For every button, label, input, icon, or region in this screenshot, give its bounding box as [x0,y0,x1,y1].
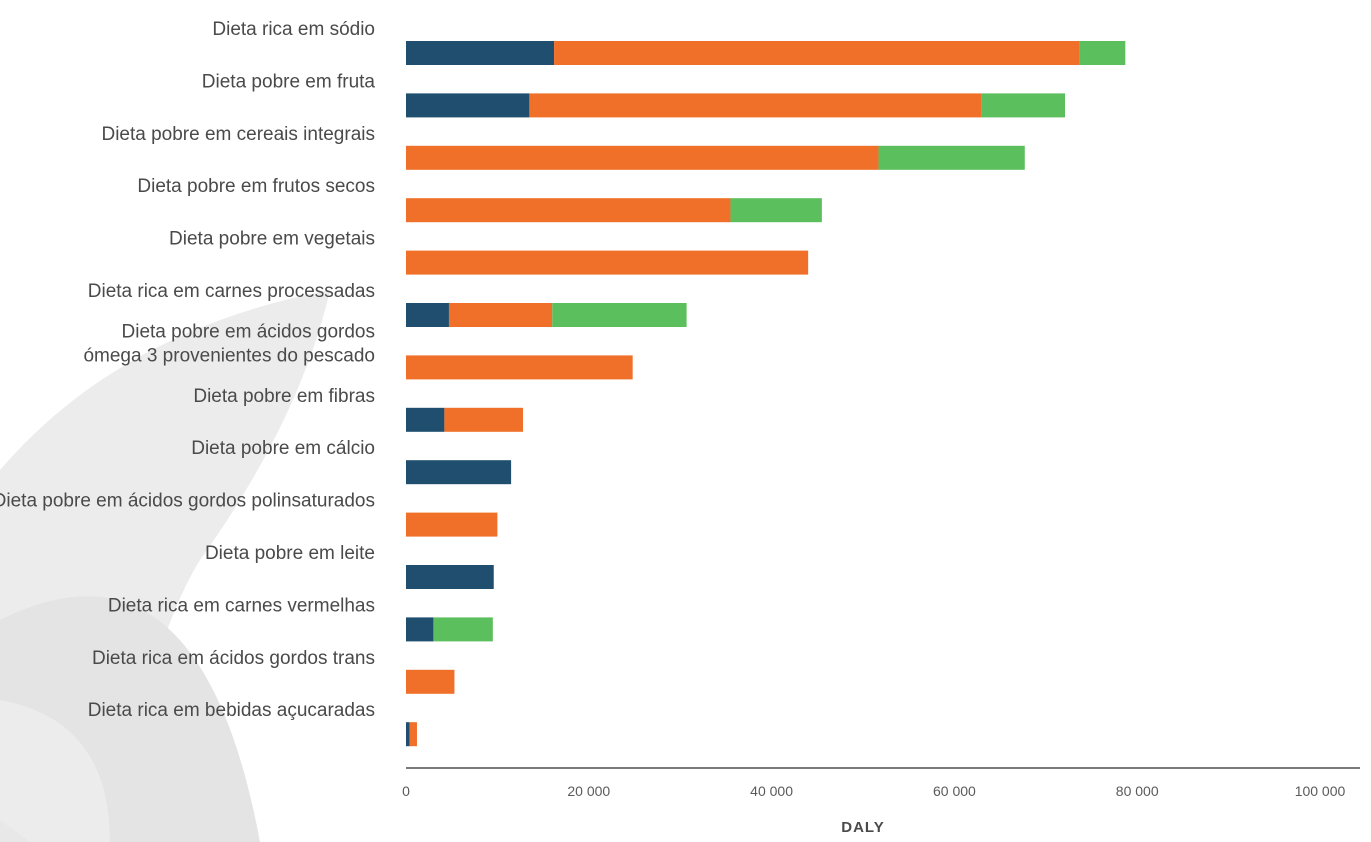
category-label: Dieta rica em bebidas açucaradas [88,700,375,721]
category-label: Dieta pobre em fibras [193,386,375,407]
category-label: Dieta pobre em vegetais [169,229,375,250]
x-tick-label: 0 [402,783,410,799]
bar-segment-series-3 [730,198,822,223]
category-label: Dieta rica em sódio [212,19,375,40]
bar-segment-series-1 [406,722,410,747]
bar-segment-series-1 [406,407,445,432]
bar-segment-series-1 [406,93,530,118]
category-labels: Dieta rica em sódio Dieta pobre em fruta D… [0,19,375,721]
category-label: Dieta pobre em ácidos gordos polinsatura… [0,491,375,512]
category-label: Dieta pobre em leite [205,543,375,564]
bar-segment-series-1 [406,303,449,327]
bar-segment-series-2 [529,93,982,118]
bars [406,41,1126,747]
background-leaf-watermark [0,290,330,842]
x-axis-title: DALY [841,819,884,836]
x-axis: 0 20 000 40 000 60 000 80 000 100 000 [402,767,1360,799]
bar-segment-series-2 [444,407,523,432]
bar-segment-series-2 [448,303,553,327]
bar-segment-series-2 [409,722,417,747]
x-tick-label: 100 000 [1295,783,1346,799]
bar-segment-series-1 [406,617,434,642]
category-label: Dieta pobre em ácidos gordos [122,321,375,342]
bar-segment-series-1 [406,565,494,589]
bar-segment-series-3 [878,145,1025,170]
x-tick-label: 20 000 [567,783,610,799]
bar-segment-series-2 [406,145,879,170]
category-label: Dieta rica em carnes processadas [88,281,375,302]
bar-segment-series-1 [406,460,512,485]
category-label: Dieta rica em carnes vermelhas [108,595,375,616]
category-label: Dieta pobre em cálcio [191,438,375,459]
category-label: Dieta rica em ácidos gordos trans [92,648,375,669]
bar-segment-series-2 [554,41,1080,65]
category-label: Dieta pobre em frutos secos [137,176,375,197]
x-tick-label: 60 000 [933,783,976,799]
category-label: ómega 3 provenientes do pescado [83,345,375,366]
bar-segment-series-3 [1079,41,1126,65]
bar-segment-series-2 [406,512,498,537]
bar-segment-series-2 [406,669,455,694]
bar-segment-series-2 [406,355,633,380]
bar-segment-series-3 [552,303,687,327]
bar-segment-series-2 [406,250,809,275]
bar-segment-series-2 [406,198,731,223]
bar-segment-series-1 [406,41,555,65]
category-label: Dieta pobre em fruta [202,71,376,92]
bar-segment-series-3 [981,93,1065,118]
category-label: Dieta pobre em cereais integrais [101,124,375,145]
x-tick-label: 80 000 [1116,783,1159,799]
x-tick-label: 40 000 [750,783,793,799]
bar-segment-series-3 [433,617,493,642]
